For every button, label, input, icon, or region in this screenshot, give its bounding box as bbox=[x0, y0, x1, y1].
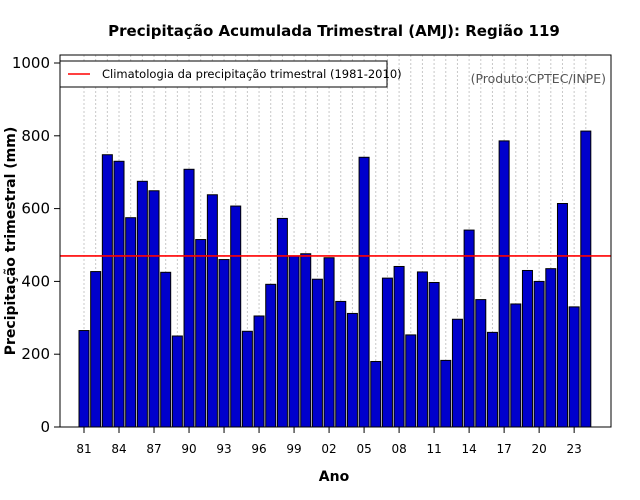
bar-86 bbox=[136, 180, 148, 428]
chart-title: Precipitação Acumulada Trimestral (AMJ):… bbox=[108, 22, 560, 40]
bar-18 bbox=[510, 303, 522, 428]
bar-20 bbox=[533, 280, 545, 428]
bar-87 bbox=[148, 190, 160, 428]
bars bbox=[78, 130, 592, 428]
bar-95 bbox=[241, 330, 253, 428]
bar-88 bbox=[160, 271, 172, 428]
bar-91 bbox=[195, 239, 207, 428]
x-axis: 81 84 87 90 93 96 99 02 05 08 11 14 17 20 23 bbox=[76, 427, 582, 456]
bar-04 bbox=[346, 312, 358, 428]
plot-frame bbox=[59, 54, 612, 428]
x-tick-label-08: 08 bbox=[391, 442, 406, 456]
bar-93 bbox=[218, 259, 230, 428]
x-tick-label-20: 20 bbox=[531, 442, 546, 456]
y-tick-label-400: 400 bbox=[21, 272, 50, 290]
bar-14 bbox=[463, 229, 475, 428]
bar-85 bbox=[125, 217, 137, 428]
x-tick-label-05: 05 bbox=[356, 442, 371, 456]
y-tick-label-200: 200 bbox=[21, 345, 50, 363]
bar-09 bbox=[405, 334, 417, 428]
y-tick-label-800: 800 bbox=[21, 127, 50, 145]
bar-23 bbox=[568, 306, 580, 428]
source-annotation: (Produto:CPTEC/INPE) bbox=[471, 71, 606, 86]
bar-96 bbox=[253, 315, 265, 428]
y-axis-title: Precipitação trimestral (mm) bbox=[3, 127, 19, 355]
bar-81 bbox=[78, 330, 90, 428]
bar-00 bbox=[300, 253, 312, 428]
bar-83 bbox=[101, 154, 113, 428]
bar-13 bbox=[451, 318, 463, 428]
bar-92 bbox=[206, 194, 218, 428]
bar-03 bbox=[335, 300, 347, 428]
bar-17 bbox=[498, 140, 510, 428]
bar-05 bbox=[358, 156, 370, 428]
bar-99 bbox=[288, 255, 300, 428]
bar-19 bbox=[521, 269, 533, 428]
bar-08 bbox=[393, 265, 405, 428]
bar-98 bbox=[276, 217, 288, 428]
bar-84 bbox=[113, 160, 125, 428]
y-axis: 0 200 400 600 800 1000 bbox=[12, 54, 60, 436]
bar-22 bbox=[556, 203, 568, 428]
bar-12 bbox=[440, 359, 452, 428]
x-tick-label-96: 96 bbox=[251, 442, 266, 456]
y-tick-label-0: 0 bbox=[40, 418, 50, 436]
bar-10 bbox=[416, 271, 428, 428]
x-tick-label-84: 84 bbox=[111, 442, 126, 456]
bar-07 bbox=[381, 277, 393, 428]
x-tick-label-81: 81 bbox=[76, 442, 91, 456]
bar-21 bbox=[545, 268, 557, 428]
bar-11 bbox=[428, 281, 440, 428]
bar-06 bbox=[370, 360, 382, 428]
bar-15 bbox=[475, 299, 487, 428]
y-tick-label-1000: 1000 bbox=[12, 54, 50, 72]
bar-02 bbox=[323, 257, 335, 428]
x-tick-label-02: 02 bbox=[321, 442, 336, 456]
x-tick-label-23: 23 bbox=[566, 442, 581, 456]
legend-label-climatology: Climatologia da precipitação trimestral … bbox=[102, 67, 402, 81]
bar-16 bbox=[486, 331, 498, 428]
bar-90 bbox=[183, 168, 195, 428]
bar-89 bbox=[171, 335, 183, 428]
x-tick-label-87: 87 bbox=[146, 442, 161, 456]
legend-box bbox=[59, 60, 388, 88]
legend: Climatologia da precipitação trimestral … bbox=[59, 60, 402, 88]
x-tick-label-99: 99 bbox=[286, 442, 301, 456]
x-tick-label-14: 14 bbox=[461, 442, 476, 456]
x-tick-label-90: 90 bbox=[181, 442, 196, 456]
bar-24 bbox=[580, 130, 592, 428]
x-tick-label-11: 11 bbox=[426, 442, 441, 456]
bar-94 bbox=[230, 205, 242, 428]
bar-97 bbox=[265, 283, 277, 428]
bar-82 bbox=[90, 271, 102, 428]
x-axis-title: Ano bbox=[319, 469, 350, 485]
x-tick-label-93: 93 bbox=[216, 442, 231, 456]
x-tick-label-17: 17 bbox=[496, 442, 511, 456]
y-tick-label-600: 600 bbox=[21, 200, 50, 218]
bar-01 bbox=[311, 278, 323, 428]
